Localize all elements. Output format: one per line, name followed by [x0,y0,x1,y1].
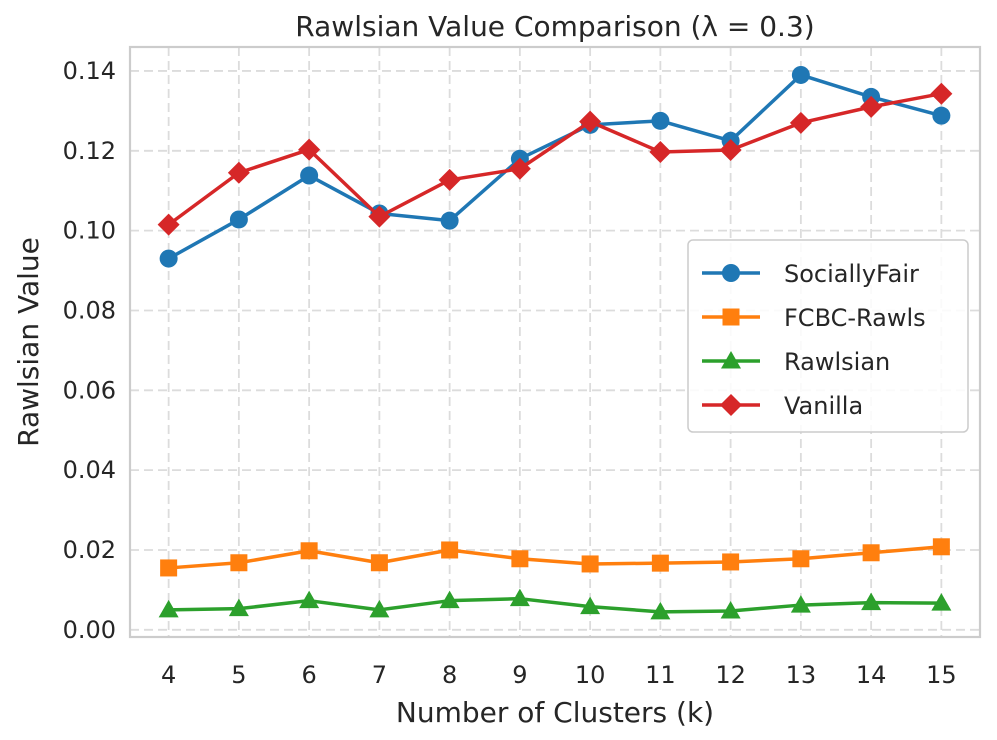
rawlsian-point [509,588,530,607]
x-tick-label: 10 [575,661,606,689]
fcbc-rawls-point [300,542,318,560]
x-tick-label: 13 [786,661,817,689]
rawlsian-point [790,595,811,613]
x-tick-label: 9 [512,661,527,689]
vanilla-point [227,161,250,184]
fcbc-rawls-point [370,554,388,572]
vanilla-point [157,213,180,236]
fcbc-rawls-point [651,554,669,572]
vanilla-point [789,111,812,134]
x-tick-label: 14 [856,661,887,689]
fcbc-rawls-point [862,544,880,562]
rawlsian-point [299,590,320,609]
vanilla-point [930,82,953,105]
sociallyfair-line [167,73,942,261]
sociallyfair-point [651,111,670,130]
x-tick-label: 11 [645,661,676,689]
x-tick-label: 15 [926,661,957,689]
x-tick-label: 7 [372,661,387,689]
x-tick-label: 12 [715,661,746,689]
series-layer [157,65,953,620]
x-axis-label: Number of Clusters (k) [396,696,714,729]
fcbc-rawls-point [581,555,599,573]
legend: SociallyFair FCBC-Rawls Rawlsian Vanilla [687,239,969,433]
tick-layer: 0.00 0.02 0.04 0.06 0.08 0.10 0.12 0.14 4 5 6 7 8 9 10… [63,57,957,689]
vanilla-point [298,138,321,161]
legend-marker-fcbc-rawls [722,308,740,326]
y-tick-label: 0.14 [63,57,116,85]
series-fcbc-rawls [160,538,950,577]
y-tick-label: 0.00 [63,616,116,644]
series-sociallyfair [159,65,951,268]
x-tick-label: 5 [231,661,246,689]
fcbc-rawls-point [722,553,740,571]
rawlsian-point [650,601,671,620]
vanilla-line [167,91,942,227]
vanilla-point [860,95,883,118]
legend-item-rawlsian: Rawlsian [702,348,890,376]
legend-label-vanilla: Vanilla [784,392,863,420]
x-tick-label: 4 [161,661,176,689]
vanilla-point [649,140,672,163]
vanilla-point [508,157,531,180]
fcbc-rawls-line [168,545,942,570]
legend-box [687,239,969,433]
chart-title: Rawlsian Value Comparison (λ = 0.3) [295,10,814,43]
series-rawlsian [158,588,952,620]
sociallyfair-point [932,106,951,125]
sociallyfair-point [440,211,459,230]
y-tick-label: 0.08 [63,296,116,324]
rawlsian-point [861,592,882,611]
y-axis-label: Rawlsian Value [12,237,45,447]
legend-label-sociallyfair: SociallyFair [784,260,919,288]
y-tick-label: 0.12 [63,137,116,165]
fcbc-rawls-point [511,550,529,568]
rawlsian-point [228,598,249,617]
fcbc-rawls-point [932,538,950,556]
legend-item-vanilla: Vanilla [702,392,863,420]
legend-marker-sociallyfair [722,264,740,282]
legend-marker-vanilla [720,394,742,416]
fcbc-rawls-point [160,559,178,577]
plot-frame [128,45,982,639]
y-tick-label: 0.04 [63,456,116,484]
sociallyfair-point [791,65,810,84]
x-tick-label: 6 [301,661,316,689]
legend-label-fcbc-rawls: FCBC-Rawls [784,304,926,332]
fcbc-rawls-point [441,541,459,559]
vanilla-point [579,110,602,133]
fcbc-rawls-point [792,550,810,568]
legend-marker-rawlsian [721,351,741,369]
sociallyfair-point [159,249,178,268]
y-tick-label: 0.02 [63,536,116,564]
rawlsian-point [439,590,460,609]
x-tick-label: 8 [442,661,457,689]
rawlsian-point [720,601,741,619]
vanilla-point [368,205,391,228]
fcbc-rawls-point [230,554,248,572]
rawlsian-line [168,596,942,614]
rawlsian-point [158,599,179,618]
legend-item-fcbc-rawls: FCBC-Rawls [702,304,926,332]
vanilla-point [438,168,461,191]
legend-label-rawlsian: Rawlsian [784,348,890,376]
rawlsian-point [580,596,601,615]
legend-item-sociallyfair: SociallyFair [702,260,919,288]
series-vanilla [157,82,953,236]
rawlsian-point [931,593,952,611]
vanilla-point [719,138,742,161]
rawlsian-point [369,599,390,618]
sociallyfair-point [229,210,248,229]
y-tick-label: 0.10 [63,217,116,245]
sociallyfair-point [300,166,319,185]
y-tick-label: 0.06 [63,376,116,404]
